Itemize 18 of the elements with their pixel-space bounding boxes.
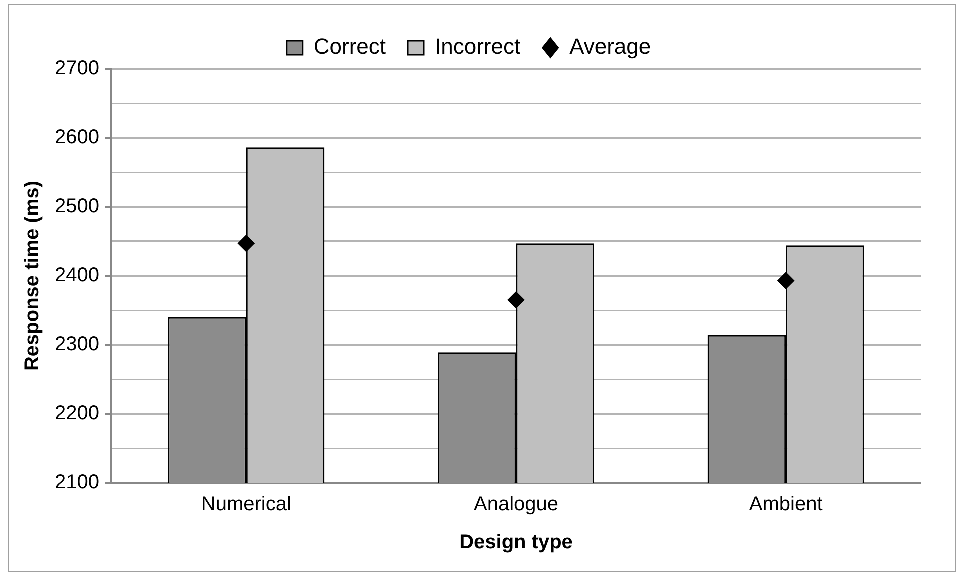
x-axis-title: Design type [460, 532, 573, 554]
y-tick-label: 2500 [54, 196, 100, 218]
y-tick-label: 2300 [54, 334, 100, 356]
x-tick-label: Analogue [474, 494, 559, 516]
y-tick-label: 2100 [54, 472, 100, 494]
point [778, 272, 795, 290]
y-tick-label: 2600 [54, 126, 100, 149]
x-tick-label: Ambient [749, 494, 824, 516]
point [508, 292, 525, 309]
x-tick-label: Numerical [201, 494, 292, 516]
point [238, 235, 255, 252]
y-tick-label: 2400 [54, 264, 100, 287]
legend-label: Incorrect [435, 34, 521, 60]
legend-label: Average [570, 34, 652, 60]
y-tick-label: 2200 [54, 402, 100, 425]
y-axis-title: Response time (ms) [22, 180, 44, 372]
y-tick-label: 2700 [54, 58, 100, 80]
legend-label: Correct [314, 34, 386, 60]
